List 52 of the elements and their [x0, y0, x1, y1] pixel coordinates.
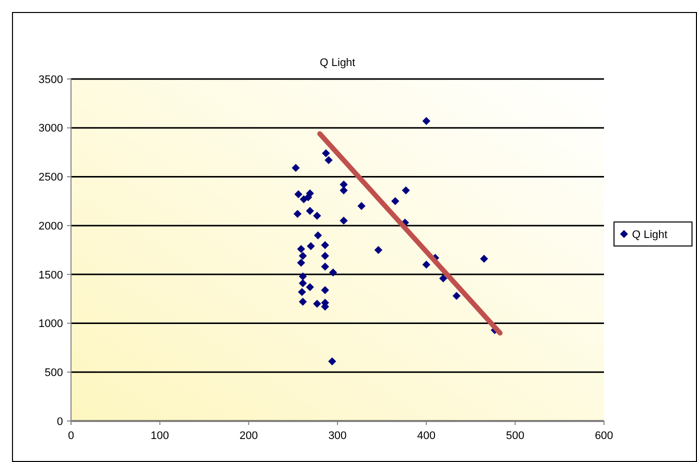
- point: [391, 197, 400, 206]
- point: [322, 149, 330, 158]
- point: [294, 210, 302, 218]
- point: [321, 262, 330, 271]
- point: [298, 252, 307, 260]
- point: [298, 272, 307, 280]
- point: [422, 260, 430, 269]
- y-tick-label: 1000: [38, 318, 63, 330]
- x-tick-label: 600: [594, 430, 614, 442]
- y-tick-label: 3500: [38, 74, 63, 86]
- point: [374, 246, 382, 254]
- x-tick-label: 300: [328, 430, 347, 442]
- point: [329, 268, 338, 276]
- point: [306, 283, 314, 292]
- point: [452, 292, 461, 300]
- x-tick-label: 200: [239, 430, 258, 442]
- point: [340, 216, 348, 225]
- point: [328, 357, 336, 366]
- legend-label: Q Light: [632, 228, 668, 241]
- point: [480, 254, 488, 263]
- point: [292, 164, 300, 172]
- y-tick-label: 2000: [38, 220, 63, 232]
- point: [314, 231, 322, 240]
- x-tick-label: 400: [417, 430, 436, 442]
- point: [324, 156, 333, 164]
- point: [422, 117, 430, 126]
- point: [313, 300, 322, 308]
- point: [340, 186, 348, 194]
- point: [298, 288, 306, 296]
- point: [298, 279, 307, 288]
- point: [321, 252, 330, 260]
- x-tick-label: 500: [506, 430, 524, 442]
- y-tick-label: 2500: [38, 172, 63, 184]
- point: [321, 241, 330, 250]
- point: [321, 286, 330, 294]
- point: [298, 298, 307, 306]
- x-tick-label: 0: [68, 430, 74, 442]
- point: [306, 242, 315, 250]
- y-tick-label: 500: [44, 366, 63, 379]
- y-tick-label: 3000: [38, 122, 63, 135]
- point: [294, 190, 302, 198]
- point: [439, 274, 448, 282]
- point: [297, 258, 306, 267]
- y-tick-label: 1500: [38, 269, 63, 282]
- point: [306, 206, 314, 215]
- point: [402, 186, 410, 194]
- chart-title: Q Light: [320, 57, 356, 69]
- point: [357, 202, 366, 210]
- point: [297, 245, 306, 254]
- point: [313, 212, 322, 220]
- x-tick-label: 100: [150, 430, 170, 442]
- y-tick-label: 0: [56, 416, 63, 428]
